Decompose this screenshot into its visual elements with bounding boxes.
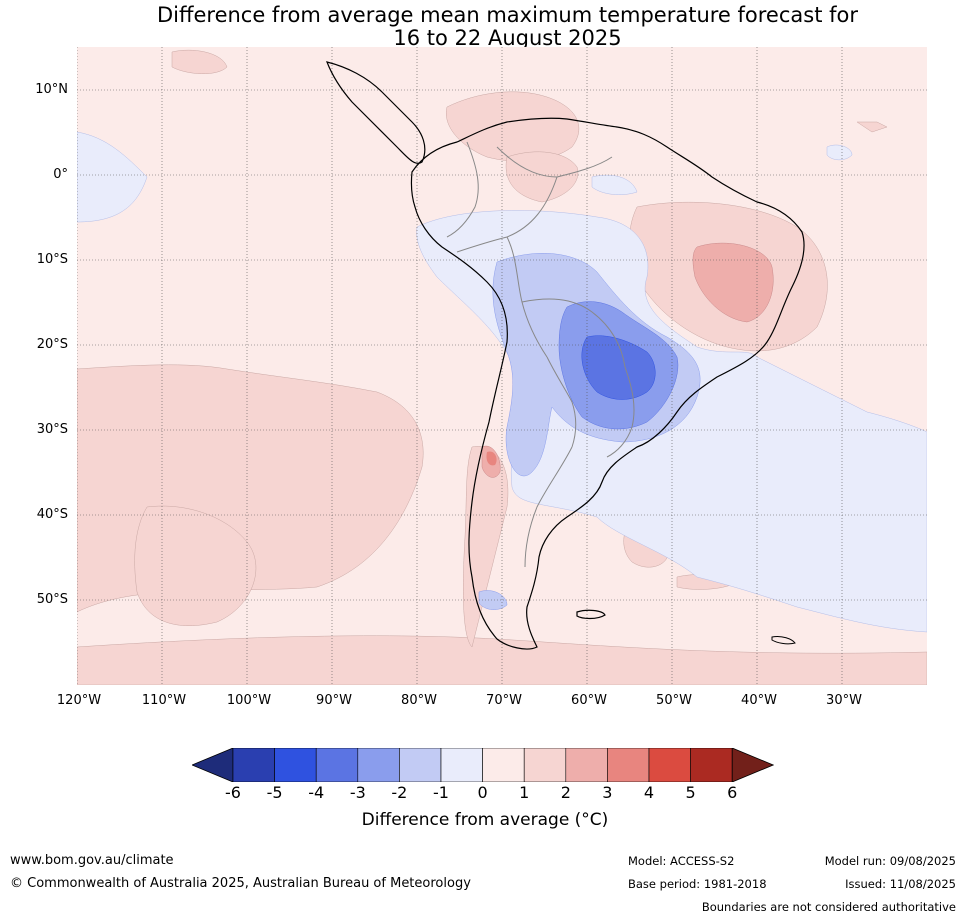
copyright-text: © Commonwealth of Australia 2025, Austra… — [10, 876, 471, 891]
colorbar-tick-label: 2 — [560, 783, 571, 802]
colorbar-segment — [315, 747, 359, 783]
central-america-coastline — [326, 61, 426, 164]
colorbar-tick-label: -3 — [349, 783, 366, 802]
colorbar-tick-label: 4 — [643, 783, 655, 802]
colorbar-tick-label: -4 — [308, 783, 325, 802]
lat-label-10n: 10°N — [35, 82, 68, 97]
south-georgia — [771, 636, 796, 645]
colorbar-tick-label: 6 — [727, 783, 738, 802]
lat-label-10s: 10°S — [36, 252, 68, 267]
country-borders — [446, 141, 635, 568]
colorbar-tick-label: 0 — [477, 783, 488, 802]
colorbar-segment — [399, 747, 442, 783]
colorbar-arrow-high — [731, 747, 775, 783]
lat-label-0: 0° — [53, 167, 68, 182]
forecast-map — [76, 47, 928, 686]
colorbar-segment — [565, 747, 608, 783]
lon-label-120w: 120°W — [56, 693, 102, 708]
colorbar-arrow-low — [190, 747, 234, 783]
colorbar-tick-label: -5 — [266, 783, 283, 802]
map-svg — [76, 47, 928, 686]
lon-label-60w: 60°W — [571, 693, 607, 708]
anomaly-neg4-neg3-regions — [581, 335, 656, 400]
model-run-text: Model run: 09/08/2025 — [824, 854, 956, 868]
colorbar-tick-label: 1 — [519, 783, 530, 802]
colorbar-segment — [482, 747, 525, 783]
colorbar-tick-label: -6 — [225, 783, 241, 802]
colorbar-segment — [607, 747, 650, 783]
lon-label-40w: 40°W — [741, 693, 777, 708]
issued-text: Issued: 11/08/2025 — [845, 877, 956, 891]
map-title: Difference from average mean maximum tem… — [0, 4, 965, 50]
lon-label-30w: 30°W — [826, 693, 862, 708]
lon-label-80w: 80°W — [401, 693, 437, 708]
colorbar-tick-label: -2 — [391, 783, 408, 802]
base-period-text: Base period: 1981-2018 — [628, 877, 767, 891]
colorbar-svg — [190, 747, 775, 783]
colorbar — [190, 747, 775, 783]
title-line-1: Difference from average mean maximum tem… — [157, 3, 858, 27]
lon-label-50w: 50°W — [656, 693, 692, 708]
colorbar-tick-label: 3 — [602, 783, 613, 802]
graticule — [76, 47, 927, 685]
colorbar-tick-label: -1 — [433, 783, 449, 802]
colorbar-segment — [357, 747, 400, 783]
lat-label-40s: 40°S — [36, 507, 68, 522]
disclaimer-text: Boundaries are not considered authoritat… — [701, 900, 956, 914]
south-america-coastline — [410, 117, 805, 650]
colorbar-tick-label: 5 — [685, 783, 696, 802]
colorbar-label: Difference from average (°C) — [361, 810, 609, 830]
lon-label-100w: 100°W — [226, 693, 272, 708]
lon-label-90w: 90°W — [316, 693, 352, 708]
lat-label-20s: 20°S — [36, 337, 68, 352]
lon-label-110w: 110°W — [141, 693, 187, 708]
colorbar-segment — [274, 747, 317, 783]
colorbar-segment — [232, 747, 275, 783]
falkland-islands — [576, 609, 606, 620]
lon-label-70w: 70°W — [486, 693, 522, 708]
colorbar-segment — [648, 747, 691, 783]
website-link[interactable]: www.bom.gov.au/climate — [10, 853, 174, 868]
colorbar-segment — [690, 747, 733, 783]
colorbar-segment — [523, 747, 567, 783]
title-line-2: 16 to 22 August 2025 — [393, 26, 622, 50]
colorbar-segment — [440, 747, 483, 783]
lat-label-50s: 50°S — [36, 592, 68, 607]
lat-label-30s: 30°S — [36, 422, 68, 437]
anomaly-3-4-regions — [486, 451, 497, 466]
model-text: Model: ACCESS-S2 — [628, 854, 735, 868]
